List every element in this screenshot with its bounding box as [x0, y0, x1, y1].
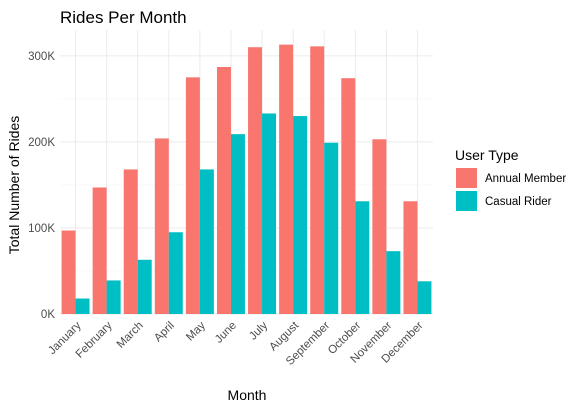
- bar-casual-rider-march: [137, 259, 152, 314]
- legend: User Type Annual Member Casual Rider: [455, 147, 566, 211]
- legend-title: User Type: [455, 147, 519, 163]
- y-axis-title: Total Number of Rides: [6, 116, 22, 255]
- y-tick-label: 0K: [41, 309, 55, 321]
- x-tick-label: June: [213, 320, 239, 346]
- x-tick-label: April: [152, 320, 177, 345]
- x-axis-title: Month: [228, 387, 267, 403]
- x-tick-label: May: [184, 319, 208, 343]
- bar-annual-member-january: [61, 230, 76, 314]
- bar-casual-rider-december: [417, 281, 432, 314]
- y-tick-label: 300K: [28, 51, 55, 63]
- bar-casual-rider-august: [293, 116, 308, 314]
- bar-casual-rider-february: [106, 280, 121, 314]
- bar-casual-rider-july: [262, 113, 277, 314]
- bar-casual-rider-october: [355, 201, 370, 314]
- y-tick-label: 200K: [28, 137, 55, 149]
- bar-casual-rider-may: [199, 169, 214, 314]
- bar-annual-member-december: [403, 201, 418, 314]
- legend-label: Annual Member: [485, 173, 566, 185]
- x-tick-label: July: [247, 319, 270, 342]
- bar-annual-member-may: [185, 77, 200, 314]
- chart-title: Rides Per Month: [60, 8, 187, 27]
- x-tick-label: March: [115, 320, 146, 351]
- bar-annual-member-august: [279, 44, 294, 314]
- legend-label: Casual Rider: [485, 196, 552, 208]
- bars: [61, 44, 432, 315]
- bar-casual-rider-june: [230, 134, 245, 314]
- bar-annual-member-october: [341, 78, 356, 314]
- bar-annual-member-july: [248, 47, 263, 314]
- bar-annual-member-june: [216, 67, 231, 314]
- bar-annual-member-february: [92, 187, 107, 314]
- bar-casual-rider-november: [386, 251, 401, 314]
- y-tick-label: 100K: [28, 223, 55, 235]
- bar-casual-rider-september: [324, 142, 339, 314]
- bar-annual-member-april: [154, 138, 169, 314]
- bar-casual-rider-april: [168, 232, 183, 314]
- bar-annual-member-september: [310, 46, 325, 315]
- bar-annual-member-november: [372, 139, 387, 314]
- legend-key: [456, 191, 477, 211]
- legend-key: [456, 168, 477, 188]
- bar-annual-member-march: [123, 169, 138, 314]
- bar-casual-rider-january: [75, 298, 90, 314]
- y-axis-ticks: 0K 100K 200K 300K: [28, 51, 55, 321]
